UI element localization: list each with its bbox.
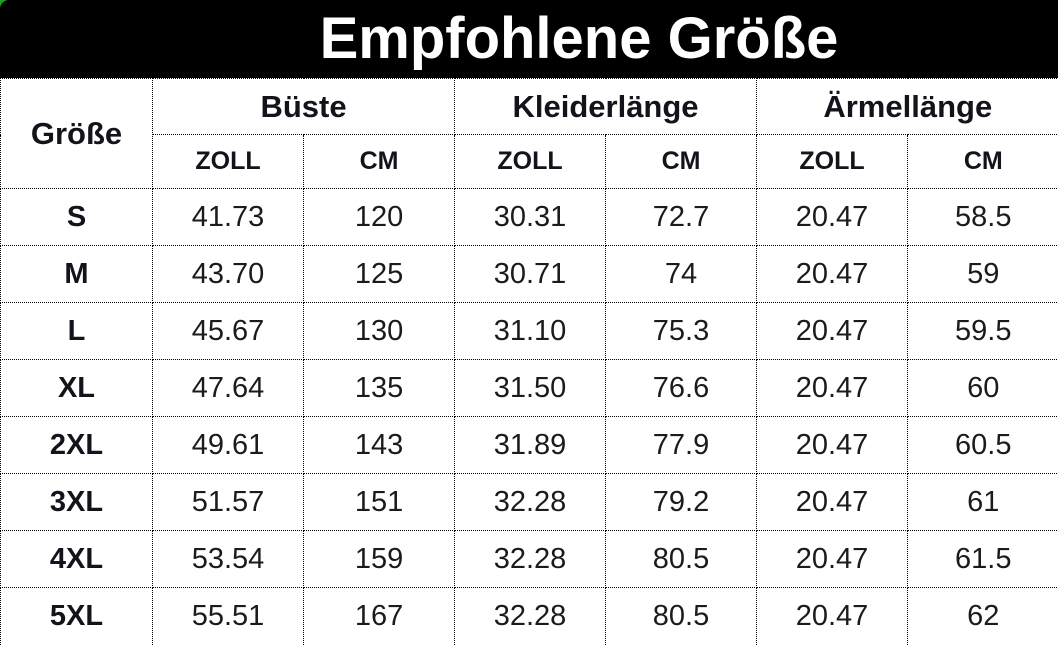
size-label: XL — [0, 359, 153, 417]
cell-bust-zoll: 49.61 — [152, 416, 304, 474]
cell-dress-cm: 74 — [605, 245, 758, 303]
cell-bust-cm: 135 — [302, 359, 456, 417]
size-row-5xl: 5XL 55.51 167 32.28 80.5 20.47 62 — [0, 587, 1058, 645]
page-title: Empfohlene Größe — [319, 6, 839, 71]
group-header-dress-length: Kleiderlänge — [454, 78, 758, 135]
size-label: M — [0, 245, 153, 303]
size-column-header: Größe — [0, 78, 153, 189]
unit-header-bust-zoll: ZOLL — [152, 134, 304, 189]
cell-sleeve-zoll: 20.47 — [756, 359, 909, 417]
size-label: L — [0, 302, 153, 360]
size-row-3xl: 3XL 51.57 151 32.28 79.2 20.47 61 — [0, 473, 1058, 531]
unit-header-bust-cm: CM — [302, 134, 456, 189]
cell-dress-cm: 77.9 — [605, 416, 758, 474]
cell-sleeve-zoll: 20.47 — [756, 416, 909, 474]
cell-dress-cm: 79.2 — [605, 473, 758, 531]
cell-dress-zoll: 31.50 — [454, 359, 607, 417]
cell-bust-zoll: 43.70 — [152, 245, 304, 303]
cell-bust-cm: 151 — [302, 473, 456, 531]
cell-bust-zoll: 47.64 — [152, 359, 304, 417]
cell-sleeve-cm: 60 — [907, 359, 1058, 417]
group-header-sleeve-length: Ärmellänge — [756, 78, 1058, 135]
cell-sleeve-cm: 61 — [907, 473, 1058, 531]
cell-dress-zoll: 32.28 — [454, 587, 607, 645]
cell-dress-cm: 76.6 — [605, 359, 758, 417]
size-row-xl: XL 47.64 135 31.50 76.6 20.47 60 — [0, 359, 1058, 417]
size-chart-table: Größe Büste Kleiderlänge Ärmellänge ZOLL… — [0, 78, 1058, 645]
cell-sleeve-zoll: 20.47 — [756, 587, 909, 645]
cell-dress-zoll: 31.89 — [454, 416, 607, 474]
size-label: 5XL — [0, 587, 153, 645]
unit-header-sleeve-zoll: ZOLL — [756, 134, 909, 189]
title-band: Empfohlene Größe — [0, 0, 1058, 78]
cell-bust-zoll: 51.57 — [152, 473, 304, 531]
size-row-l: L 45.67 130 31.10 75.3 20.47 59.5 — [0, 302, 1058, 360]
cell-dress-zoll: 32.28 — [454, 530, 607, 588]
cell-bust-zoll: 53.54 — [152, 530, 304, 588]
cell-sleeve-cm: 61.5 — [907, 530, 1058, 588]
unit-header-row: ZOLL CM ZOLL CM ZOLL CM — [1, 134, 1058, 189]
cell-sleeve-cm: 62 — [907, 587, 1058, 645]
cell-dress-cm: 75.3 — [605, 302, 758, 360]
cell-bust-cm: 167 — [302, 587, 456, 645]
cell-sleeve-zoll: 20.47 — [756, 530, 909, 588]
cell-bust-zoll: 45.67 — [152, 302, 304, 360]
group-header-row: Größe Büste Kleiderlänge Ärmellänge — [0, 78, 1058, 189]
size-row-m: M 43.70 125 30.71 74 20.47 59 — [0, 245, 1058, 303]
cell-bust-zoll: 41.73 — [152, 188, 304, 246]
cell-dress-zoll: 32.28 — [454, 473, 607, 531]
cell-sleeve-cm: 59.5 — [907, 302, 1058, 360]
unit-header-dress-cm: CM — [605, 134, 758, 189]
size-row-s: S 41.73 120 30.31 72.7 20.47 58.5 — [0, 188, 1058, 246]
cell-dress-cm: 80.5 — [605, 530, 758, 588]
cell-sleeve-zoll: 20.47 — [756, 188, 909, 246]
cell-sleeve-cm: 58.5 — [907, 188, 1058, 246]
cell-sleeve-zoll: 20.47 — [756, 473, 909, 531]
size-label: S — [0, 188, 153, 246]
cell-dress-zoll: 30.31 — [454, 188, 607, 246]
cell-bust-cm: 120 — [302, 188, 456, 246]
size-row-2xl: 2XL 49.61 143 31.89 77.9 20.47 60.5 — [0, 416, 1058, 474]
cell-dress-zoll: 31.10 — [454, 302, 607, 360]
cell-dress-cm: 80.5 — [605, 587, 758, 645]
cell-bust-cm: 143 — [302, 416, 456, 474]
cell-bust-zoll: 55.51 — [152, 587, 304, 645]
size-label: 2XL — [0, 416, 153, 474]
size-label: 3XL — [0, 473, 153, 531]
size-label: 4XL — [0, 530, 153, 588]
unit-header-sleeve-cm: CM — [907, 134, 1058, 189]
group-header-bust: Büste — [151, 78, 456, 135]
cell-dress-cm: 72.7 — [605, 188, 758, 246]
cell-sleeve-zoll: 20.47 — [756, 302, 909, 360]
unit-header-dress-zoll: ZOLL — [454, 134, 607, 189]
cell-bust-cm: 130 — [302, 302, 456, 360]
cell-sleeve-cm: 60.5 — [907, 416, 1058, 474]
cell-bust-cm: 125 — [302, 245, 456, 303]
cell-dress-zoll: 30.71 — [454, 245, 607, 303]
cell-sleeve-cm: 59 — [907, 245, 1058, 303]
cell-sleeve-zoll: 20.47 — [756, 245, 909, 303]
size-row-4xl: 4XL 53.54 159 32.28 80.5 20.47 61.5 — [0, 530, 1058, 588]
cell-bust-cm: 159 — [302, 530, 456, 588]
